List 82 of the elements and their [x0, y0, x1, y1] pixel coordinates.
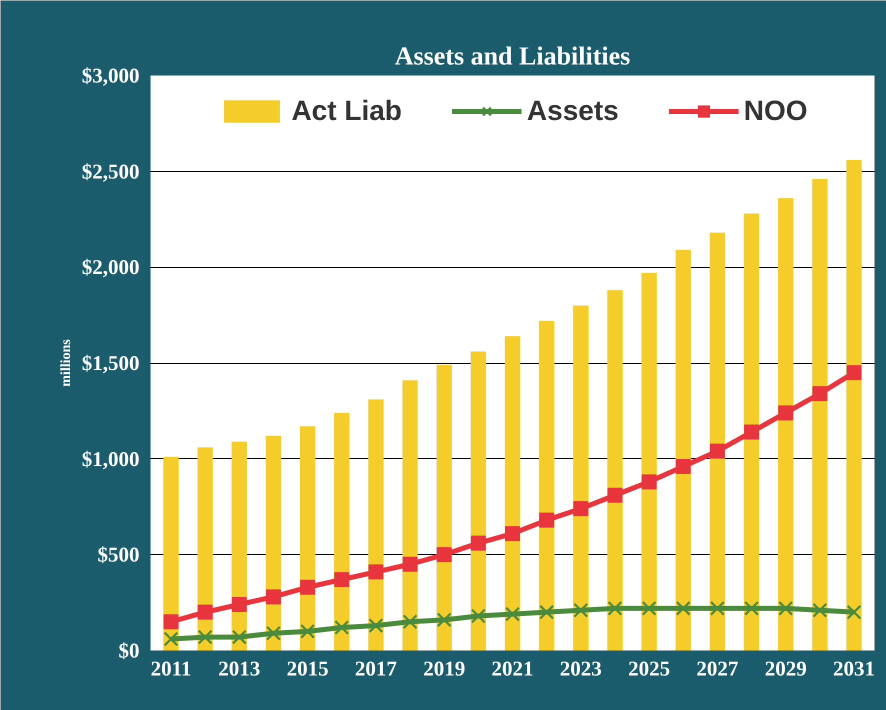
- point: [163, 614, 178, 630]
- point: [642, 600, 657, 616]
- point: [778, 405, 794, 420]
- bar: [573, 306, 588, 650]
- bar: [812, 179, 828, 650]
- bar: [641, 272, 657, 650]
- point: [334, 572, 350, 588]
- point: [573, 501, 588, 516]
- point: [539, 604, 554, 620]
- bar: [710, 232, 726, 650]
- bar: [334, 412, 350, 650]
- x-tick-label: 2027: [696, 656, 738, 680]
- point: [505, 526, 520, 542]
- y-tick-label: $500: [98, 542, 140, 567]
- bar: [538, 320, 554, 650]
- y-axis-title: millions: [58, 338, 74, 387]
- x-tick-label: 2011: [150, 656, 192, 680]
- x-tick-label: 2017: [354, 656, 397, 680]
- point: [812, 602, 828, 618]
- point: [744, 424, 760, 440]
- bar: [402, 380, 418, 650]
- point: [812, 386, 828, 402]
- x-tick-label: 2023: [560, 656, 602, 680]
- y-tick-label: $2,500: [82, 159, 140, 184]
- point: [710, 600, 725, 616]
- point: [676, 600, 691, 616]
- x-tick-label: 2019: [423, 656, 466, 680]
- legend-label: Assets: [526, 95, 619, 127]
- x-tick-label: 2021: [492, 656, 534, 680]
- bar: [744, 214, 760, 650]
- point: [300, 580, 316, 595]
- bar: [368, 399, 384, 650]
- point: [266, 589, 281, 604]
- point: [164, 632, 178, 646]
- point: [436, 612, 452, 628]
- legend-label: NOO: [744, 95, 808, 127]
- point: [470, 536, 486, 551]
- point: [402, 614, 418, 630]
- bar: [676, 250, 691, 650]
- point: [505, 606, 520, 622]
- point: [198, 630, 213, 645]
- x-tick-label: 2031: [833, 656, 876, 680]
- x-tick-label: 2015: [286, 656, 329, 680]
- bar: [607, 290, 623, 650]
- point: [607, 488, 622, 503]
- legend-label: Act Liab: [291, 95, 402, 127]
- point: [778, 600, 794, 616]
- bar: [778, 198, 794, 650]
- y-tick-label: $1,500: [82, 351, 140, 375]
- x-tick-label: 2013: [218, 656, 260, 680]
- y-tick-label: $3,000: [82, 64, 140, 88]
- bar: [436, 364, 452, 650]
- chart-title: Assets and Liabilities: [394, 42, 630, 70]
- bar: [266, 436, 282, 650]
- bar: [470, 352, 486, 650]
- bar: [846, 160, 862, 650]
- point: [539, 512, 554, 528]
- point: [198, 604, 213, 620]
- bar: [504, 336, 520, 650]
- point: [300, 624, 316, 639]
- y-tick-label: $0: [118, 638, 140, 662]
- point: [402, 556, 418, 572]
- point: [368, 618, 384, 634]
- point: [642, 474, 657, 490]
- y-tick-label: $1,000: [82, 446, 140, 471]
- point: [334, 620, 350, 635]
- point: [710, 444, 725, 459]
- point: [676, 459, 691, 474]
- point: [846, 365, 862, 380]
- point: [232, 630, 247, 645]
- y-tick-label: $2,000: [82, 255, 140, 280]
- point: [607, 600, 622, 616]
- point: [470, 608, 486, 624]
- point: [436, 547, 452, 562]
- x-tick-label: 2025: [628, 656, 670, 680]
- point: [846, 604, 862, 620]
- point: [744, 600, 760, 616]
- point: [266, 626, 281, 641]
- point: [232, 597, 247, 612]
- point: [573, 602, 588, 618]
- point: [368, 564, 384, 580]
- x-tick-label: 2029: [764, 656, 807, 680]
